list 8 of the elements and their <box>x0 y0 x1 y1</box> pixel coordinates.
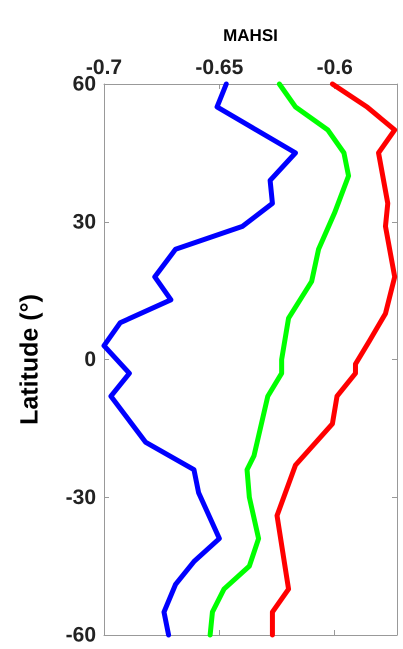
x-axis-title: MAHSI <box>223 26 278 45</box>
y-tick-label: -60 <box>66 624 96 646</box>
y-tick-label: 0 <box>84 348 96 371</box>
x-tick-label: -0.65 <box>195 56 244 79</box>
y-axis-title: Latitude (°) <box>16 294 44 425</box>
x-tick-label: -0.6 <box>316 56 353 79</box>
y-tick-label: 30 <box>72 210 96 234</box>
y-tick-label: -30 <box>66 486 96 509</box>
